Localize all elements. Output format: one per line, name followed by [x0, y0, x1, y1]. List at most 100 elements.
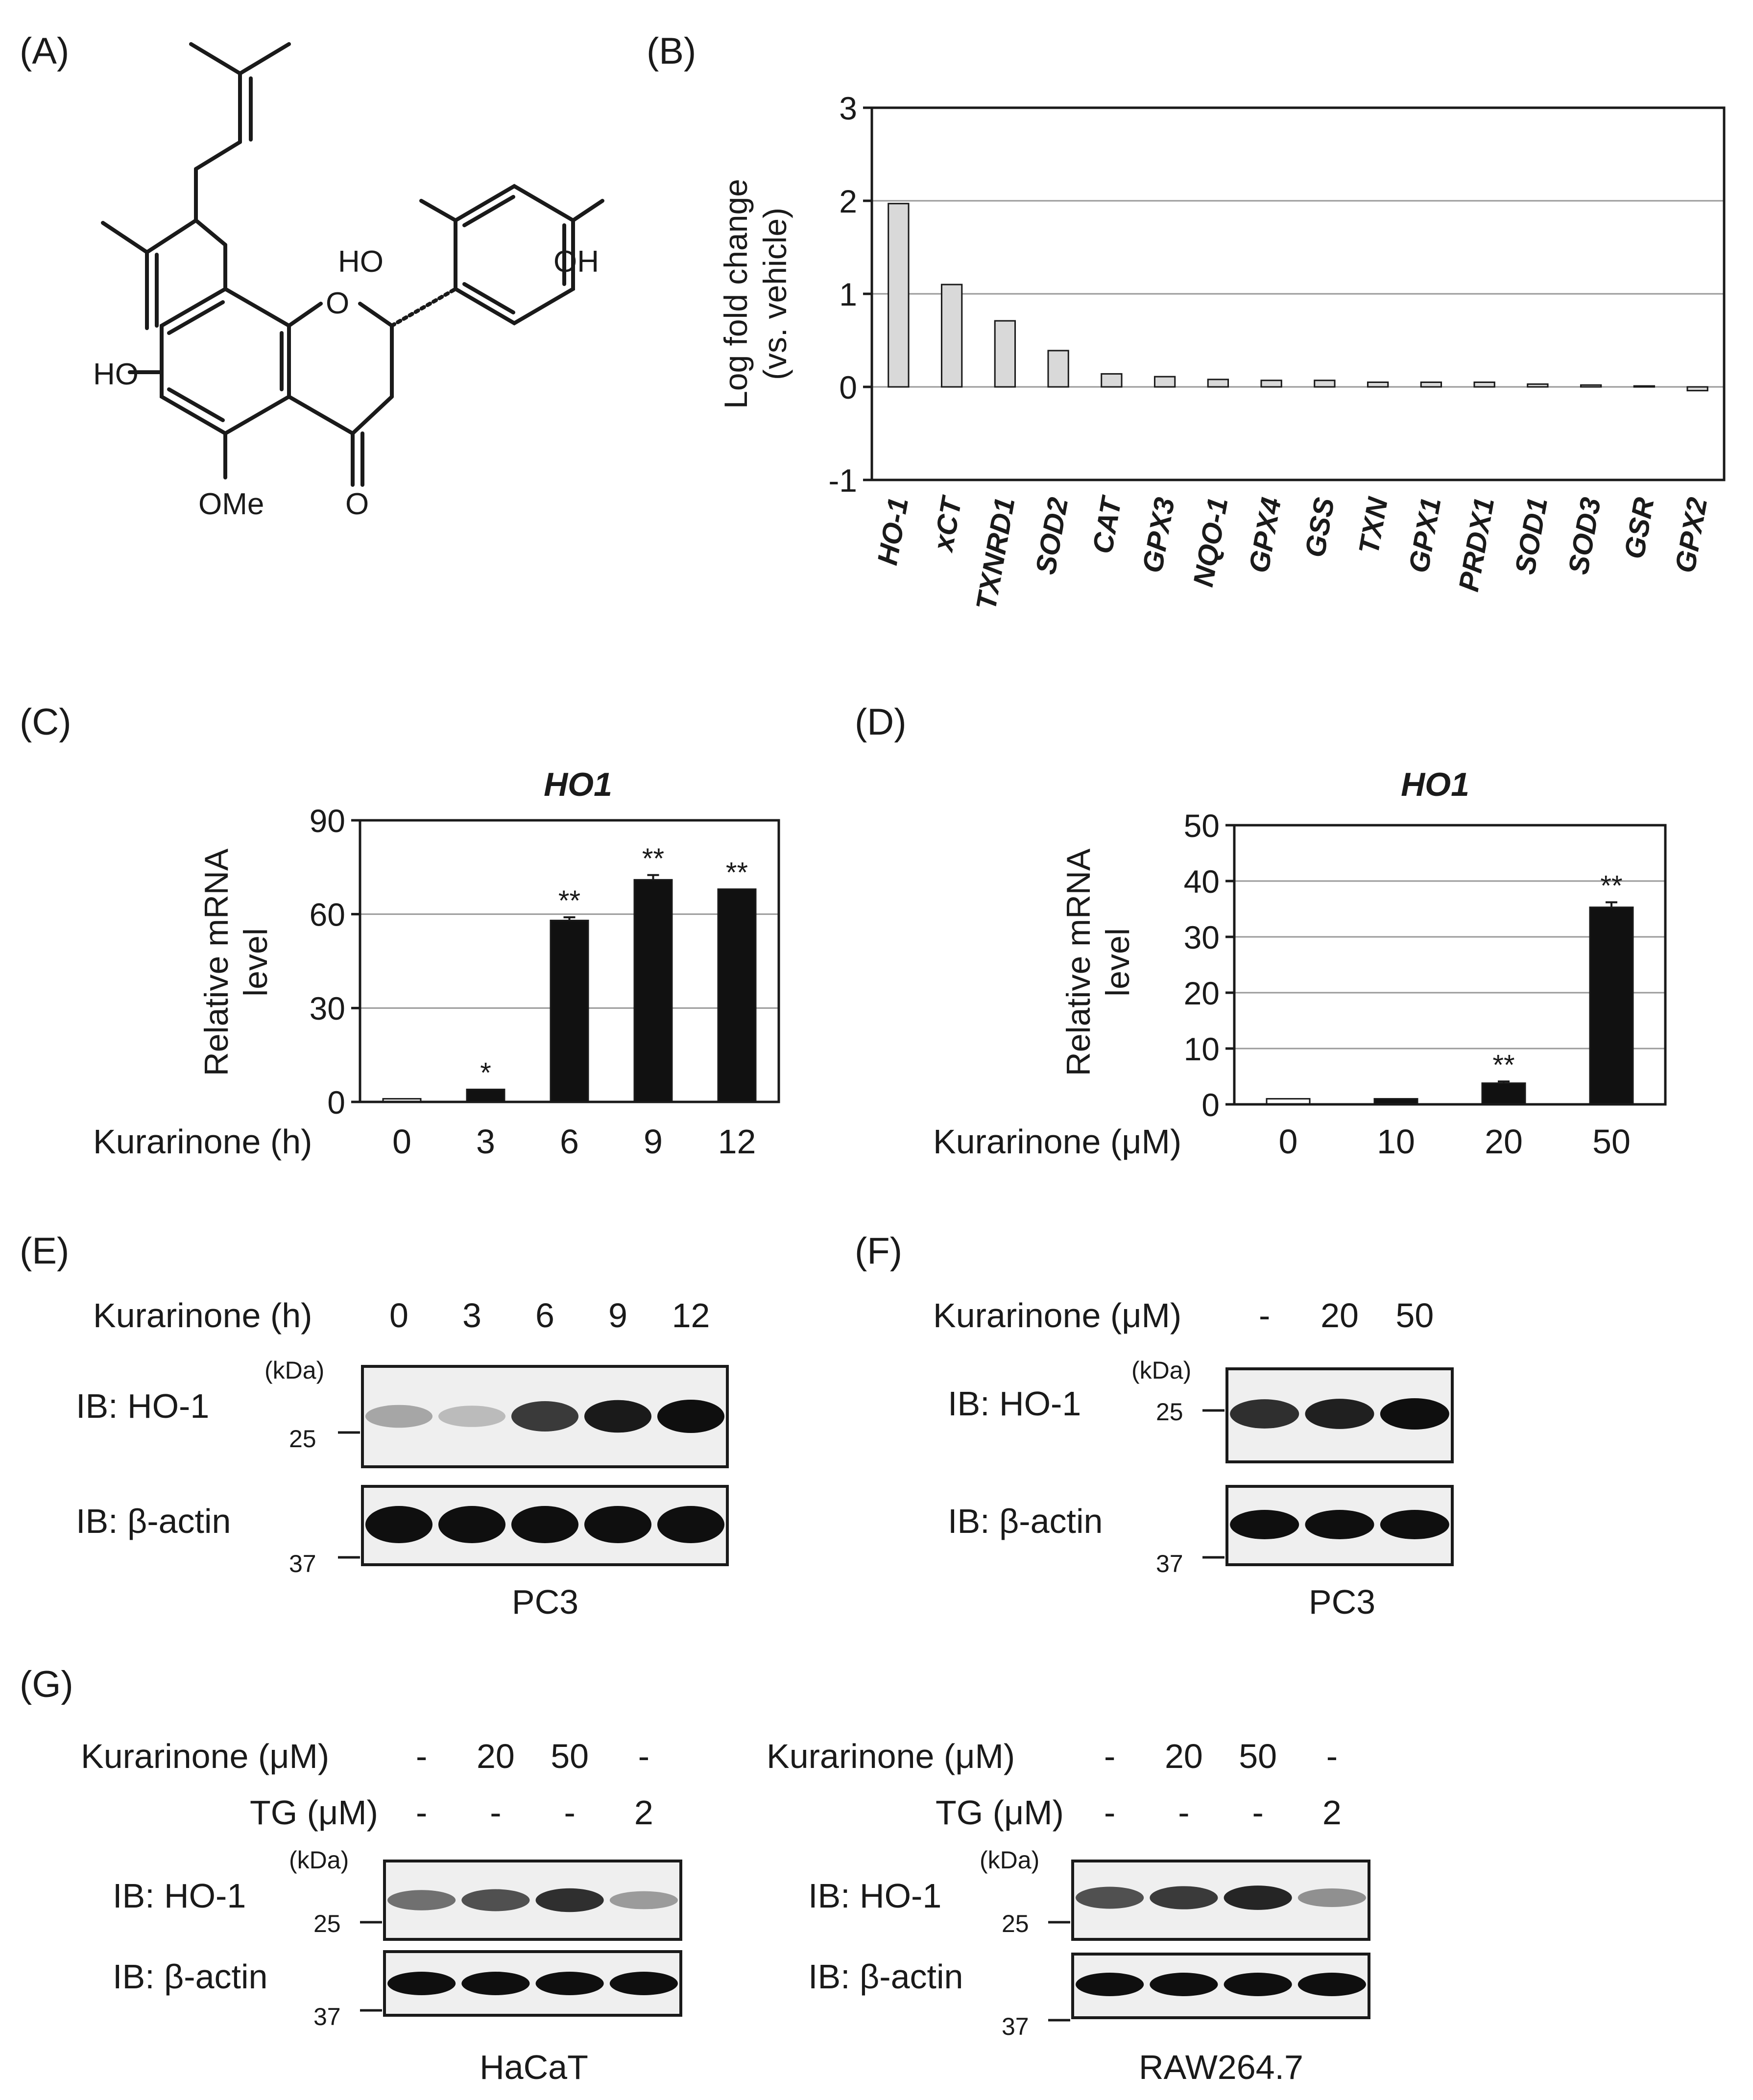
blot-g2-lane-labels: - 20 50 - - - - 2: [1104, 1737, 1342, 1832]
blot-band: [657, 1506, 725, 1543]
blot-band: [609, 1891, 678, 1909]
chart-d-frame: [1233, 824, 1667, 1106]
blot-e-cell-line: PC3: [512, 1583, 578, 1621]
blot-g2-kda: (kDa): [980, 1846, 1039, 1874]
chart-c-yticks: 0 30 60 90: [310, 803, 360, 1121]
blot-f-actin-bands: [1230, 1510, 1449, 1539]
x-tick-label: CAT: [1086, 493, 1128, 556]
structure-oh-top: OH: [553, 245, 599, 279]
x-tick-label: 9: [644, 1122, 663, 1161]
y-tick-label: 1: [839, 276, 857, 312]
panel-label-d: (D): [855, 701, 907, 743]
chart-c-xlabel: Kurarinone (h): [93, 1122, 312, 1161]
chart-c-xticks: 0 3 6 9 12: [392, 1122, 756, 1161]
bar: [1527, 383, 1549, 388]
blot-g1-ib-actin: IB: β-actin: [113, 1957, 267, 1996]
panel-label-f: (F): [855, 1230, 902, 1272]
blot-e-marker-25: 25: [289, 1425, 316, 1453]
blot-g2-cell-line: RAW264.7: [1139, 2048, 1303, 2086]
x-tick-label: xCT: [927, 493, 968, 555]
chart-b-ylabel-2: (vs. vehicle): [757, 208, 793, 380]
panel-label-b: (B): [647, 30, 696, 72]
significance-mark: **: [1600, 870, 1622, 902]
lane-label: 2: [634, 1793, 653, 1832]
blot-f-lane-labels: - 20 50: [1259, 1296, 1434, 1335]
blot-band: [1224, 1973, 1292, 1996]
panel-label-a: (A): [20, 30, 69, 72]
bar: [994, 320, 1016, 388]
blot-band: [1297, 1888, 1366, 1907]
blot-band: [511, 1401, 579, 1432]
bar: [550, 919, 589, 1103]
significance-mark: **: [642, 843, 664, 875]
blot-band: [609, 1972, 678, 1995]
chart-c-title: HO1: [544, 766, 612, 803]
y-tick-label: 3: [839, 90, 857, 126]
chart-d-yticks: 0 10 20 30 40 50: [1184, 808, 1234, 1123]
panel-label-c: (C): [20, 701, 72, 743]
bar: [1207, 379, 1229, 388]
lane-label: 6: [535, 1296, 554, 1335]
blot-band: [584, 1400, 652, 1433]
blot-band: [657, 1400, 725, 1433]
bar: [1047, 350, 1069, 388]
x-tick-label: SOD2: [1030, 495, 1074, 577]
blot-g1-ho1-bands: [387, 1888, 678, 1912]
y-tick-label: 10: [1184, 1031, 1220, 1067]
blot-band: [365, 1506, 433, 1543]
x-tick-label: 0: [1279, 1122, 1298, 1161]
bar: [1481, 1082, 1526, 1105]
blot-e-ib-actin: IB: β-actin: [76, 1502, 231, 1540]
chart-c-bars: ***** **: [382, 843, 757, 1103]
bar: [888, 203, 910, 388]
blot-f-header: Kurarinone (μM): [933, 1296, 1181, 1335]
x-tick-label: TXN: [1353, 495, 1394, 557]
bar: [633, 879, 673, 1103]
lane-label: -: [416, 1793, 427, 1832]
structure-ho-left: HO: [93, 358, 139, 391]
bar: [717, 888, 757, 1103]
blot-band: [461, 1889, 530, 1911]
chart-b: -1 0 1 2 3 HO-1 xCT TXNRD1 SOD2 CAT GPX3 NQO-1 GPX4…: [718, 90, 1726, 613]
lane-label: 12: [672, 1296, 710, 1335]
chart-d-ylabel-2: level: [1099, 928, 1136, 997]
lane-label: -: [1104, 1793, 1115, 1832]
blot-f-cell-line: PC3: [1309, 1583, 1375, 1621]
bar: [1580, 384, 1602, 388]
blot-e-lane-labels: 0 3 6 9 12: [389, 1296, 710, 1335]
bar: [1473, 382, 1495, 388]
blot-g1-marker-37: 37: [313, 2003, 341, 2030]
blot-band: [1224, 1885, 1292, 1910]
blot-f-ib-ho1: IB: HO-1: [948, 1384, 1081, 1423]
chart-b-xticks: HO-1 xCT TXNRD1 SOD2 CAT GPX3 NQO-1 GPX4 GSS TXN G…: [871, 493, 1713, 612]
bar: [1589, 907, 1634, 1105]
blot-g1-kda: (kDa): [289, 1846, 349, 1874]
y-tick-label: 90: [310, 803, 345, 839]
x-tick-label: TXNRD1: [970, 495, 1021, 613]
blot-band: [1380, 1510, 1449, 1539]
y-tick-label: 20: [1184, 975, 1220, 1011]
lane-label: 9: [608, 1296, 627, 1335]
y-tick-label: 0: [839, 369, 857, 406]
bar: [1367, 382, 1389, 388]
blot-g-hacat: Kurarinone (μM) TG (μM) - 20 50 - - - - 2 (kDa)…: [81, 1737, 682, 2086]
bar: [1314, 380, 1336, 388]
blot-band: [535, 1972, 604, 1995]
lane-label: -: [564, 1793, 575, 1832]
blot-band: [1297, 1973, 1366, 1996]
lane-label: -: [638, 1737, 649, 1775]
chart-d-xlabel: Kurarinone (μM): [933, 1122, 1181, 1161]
blot-f-kda: (kDa): [1131, 1357, 1191, 1384]
chart-b-yticks: -1 0 1 2 3: [828, 90, 872, 499]
blot-band: [1305, 1399, 1374, 1429]
blot-e: Kurarinone (h) 0 3 6 9 12 (kDa) IB: HO-1 25 …: [76, 1296, 729, 1621]
bar: [1633, 385, 1656, 388]
panel-label-g: (G): [20, 1664, 73, 1705]
blot-g1-lane-labels: - 20 50 - - - - 2: [416, 1737, 653, 1832]
y-tick-label: -1: [828, 462, 857, 499]
x-tick-label: 50: [1592, 1122, 1631, 1161]
blot-f-marker-37: 37: [1156, 1550, 1183, 1577]
panel-label-e: (E): [20, 1230, 69, 1272]
blot-band: [1230, 1399, 1299, 1429]
